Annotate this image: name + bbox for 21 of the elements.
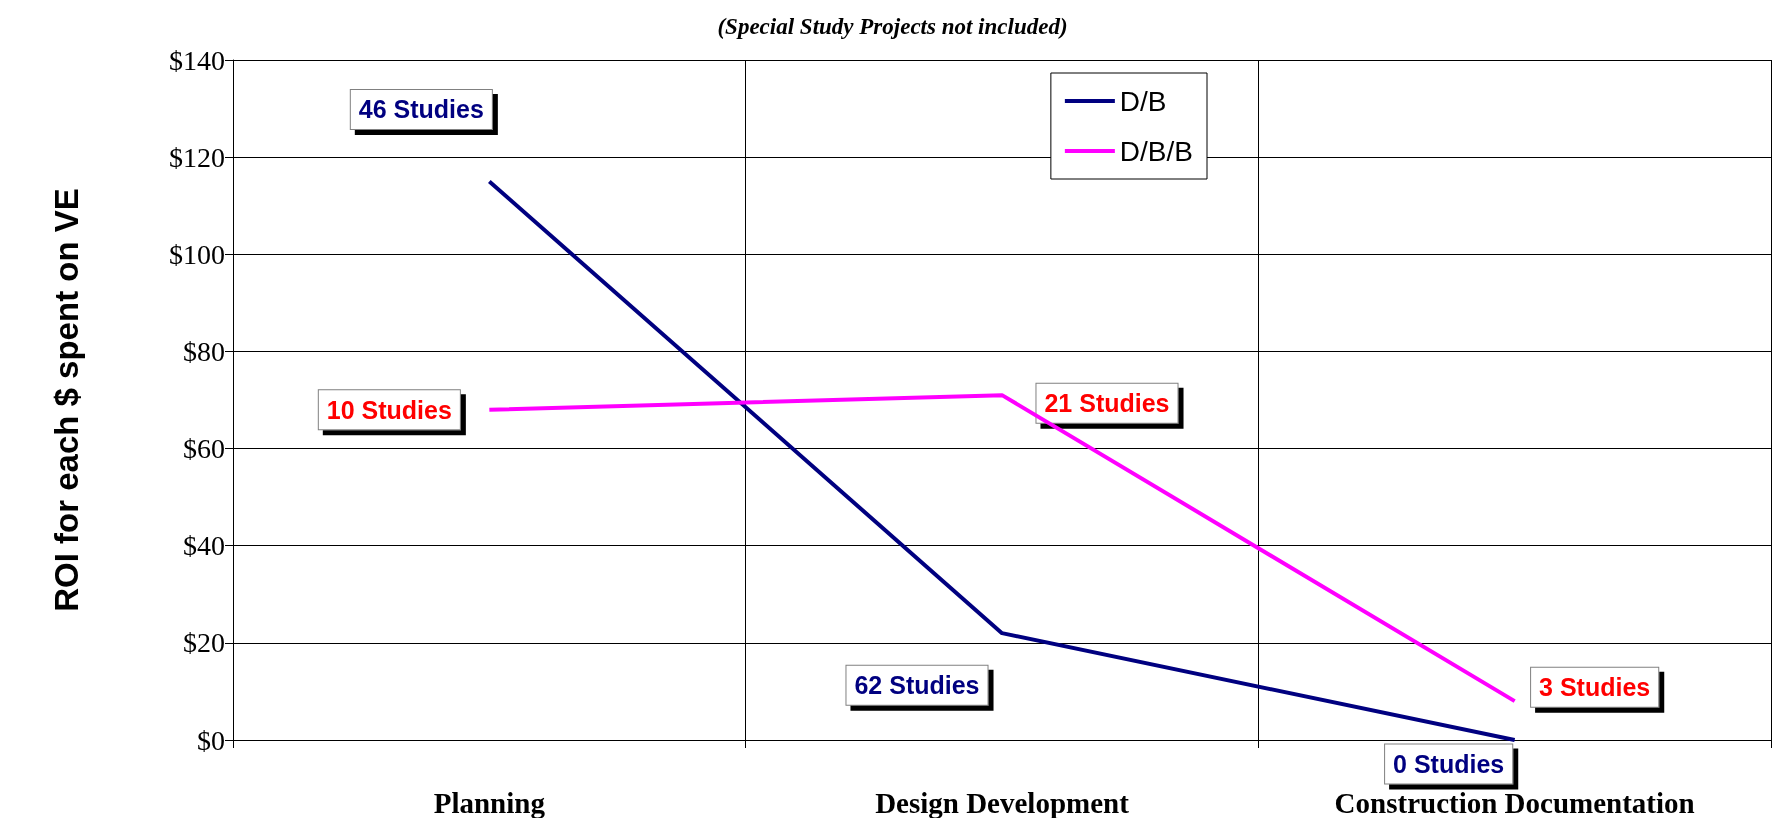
chart-subtitle: (Special Study Projects not included) [717,14,1068,39]
annotation: 21 Studies [1044,389,1170,418]
y-tick-label: $60 [183,433,225,465]
y-tick-label: $100 [169,238,225,270]
y-tick-label: $0 [197,724,225,756]
annotation: 3 Studies [1539,673,1651,702]
annotation: 62 Studies [854,671,980,700]
annotation: 0 Studies [1393,750,1505,778]
legend-label: D/B [1119,85,1167,117]
annotation: 46 Studies [358,95,484,124]
legend-label: D/B/B [1119,135,1194,167]
y-tick-label: $80 [183,335,225,367]
y-tick-label: $40 [183,530,225,562]
y-axis-title: ROI for each $ spent on VE [48,188,85,612]
y-tick-label: $140 [169,44,225,76]
x-tick-label: Construction Documentation [1334,786,1695,819]
y-tick-label: $20 [183,627,225,659]
x-tick-label: Planning [433,786,546,819]
x-tick-label: Design Development [875,786,1130,819]
y-tick-label: $120 [169,141,225,173]
annotation: 10 Studies [326,395,452,424]
